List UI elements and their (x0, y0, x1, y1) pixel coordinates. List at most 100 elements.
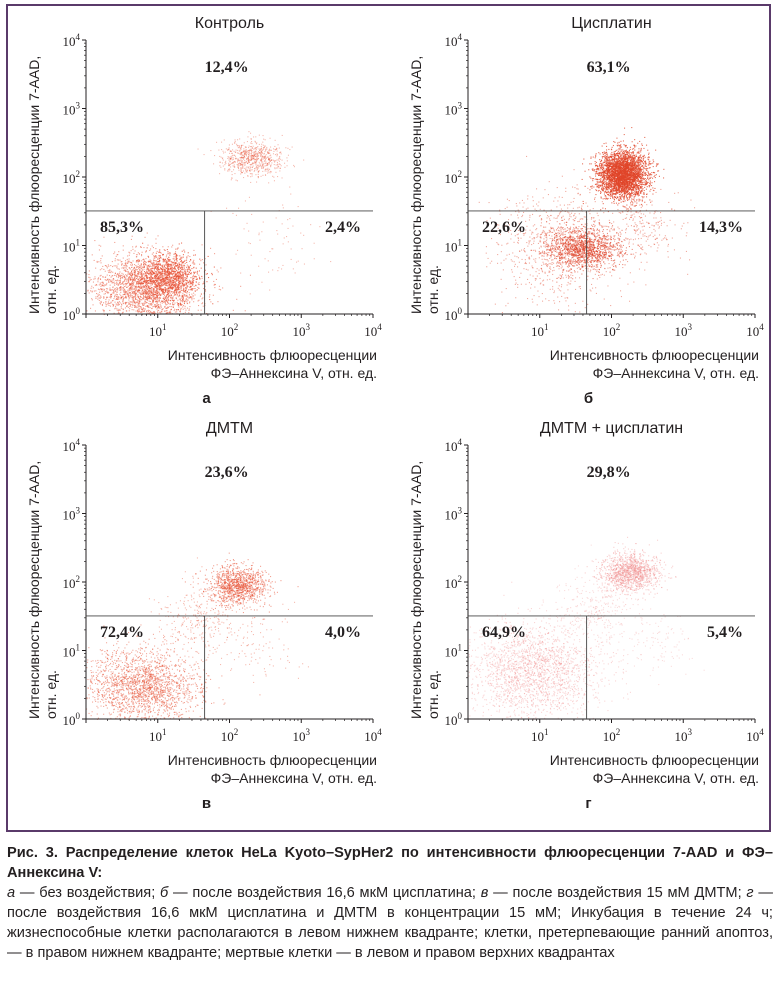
data-point (155, 278, 157, 280)
data-point (156, 304, 158, 306)
data-point (125, 284, 127, 286)
data-point (122, 282, 124, 284)
data-point (634, 183, 636, 185)
data-point (180, 287, 182, 289)
data-point (176, 285, 178, 287)
data-point (234, 161, 236, 163)
data-point (104, 279, 106, 281)
data-point (186, 269, 188, 271)
data-point (167, 292, 169, 294)
data-point (146, 276, 148, 278)
data-point (107, 288, 109, 290)
data-point (111, 275, 113, 277)
data-point (126, 275, 128, 277)
data-point (166, 311, 168, 313)
data-point (261, 158, 263, 160)
data-point (168, 284, 170, 286)
data-point (247, 154, 249, 156)
data-point (621, 165, 623, 167)
data-point (193, 278, 195, 280)
data-point (169, 259, 171, 261)
data-point (230, 179, 232, 181)
data-point (157, 268, 159, 270)
data-point (100, 278, 102, 280)
data-point (155, 284, 157, 286)
data-point (117, 311, 119, 313)
data-point (599, 163, 601, 165)
data-point (138, 267, 140, 269)
data-point (124, 280, 126, 282)
data-point (141, 291, 143, 293)
data-point (201, 275, 203, 277)
data-point (594, 169, 596, 171)
data-point (202, 302, 204, 304)
data-point (143, 279, 145, 281)
data-point (195, 276, 197, 278)
data-point (286, 160, 288, 162)
data-point (247, 166, 249, 168)
data-point (137, 297, 139, 299)
data-point (622, 163, 624, 165)
data-point (144, 287, 146, 289)
data-point (124, 290, 126, 292)
data-point (127, 280, 129, 282)
data-point (96, 293, 98, 295)
data-point (188, 268, 190, 270)
data-point (157, 266, 159, 268)
data-point (184, 300, 186, 302)
data-point (175, 248, 177, 250)
x-tick-label: 104 (364, 322, 382, 339)
y-tick-label: 101 (63, 238, 81, 255)
data-point (107, 302, 109, 304)
data-point (164, 286, 166, 288)
data-point (197, 300, 199, 302)
data-point (157, 280, 159, 282)
data-point (145, 292, 147, 294)
data-point (232, 158, 234, 160)
data-point (269, 158, 271, 160)
data-point (640, 174, 642, 176)
data-point (166, 291, 168, 293)
data-point (126, 292, 128, 294)
data-point (252, 145, 254, 147)
data-point (157, 267, 159, 269)
data-point (153, 295, 155, 297)
data-point (164, 298, 166, 300)
data-point (262, 149, 264, 151)
data-point (177, 270, 179, 272)
data-point (123, 293, 125, 295)
data-point (172, 282, 174, 284)
data-point (124, 307, 126, 309)
data-point (102, 282, 104, 284)
data-point (141, 281, 143, 283)
data-point (101, 304, 103, 306)
data-point (193, 263, 195, 265)
data-point (242, 157, 244, 159)
data-point (149, 261, 151, 263)
data-point (204, 269, 206, 271)
data-point (620, 188, 622, 190)
data-point (128, 260, 130, 262)
data-point (243, 177, 245, 179)
data-point (107, 270, 109, 272)
data-point (180, 276, 182, 278)
data-point (164, 273, 166, 275)
data-point (611, 195, 613, 197)
data-point (251, 141, 253, 143)
data-point (231, 152, 233, 154)
data-point (140, 299, 142, 301)
data-point (98, 261, 100, 263)
data-point (286, 157, 288, 159)
data-point (131, 270, 133, 272)
data-point (179, 300, 181, 302)
data-point (176, 273, 178, 275)
data-point (140, 267, 142, 269)
data-point (244, 153, 246, 155)
data-point (232, 212, 234, 214)
data-point (163, 259, 165, 261)
data-point (168, 271, 170, 273)
data-point (150, 280, 152, 282)
data-point (143, 261, 145, 263)
data-point (137, 261, 139, 263)
data-point (133, 270, 135, 272)
